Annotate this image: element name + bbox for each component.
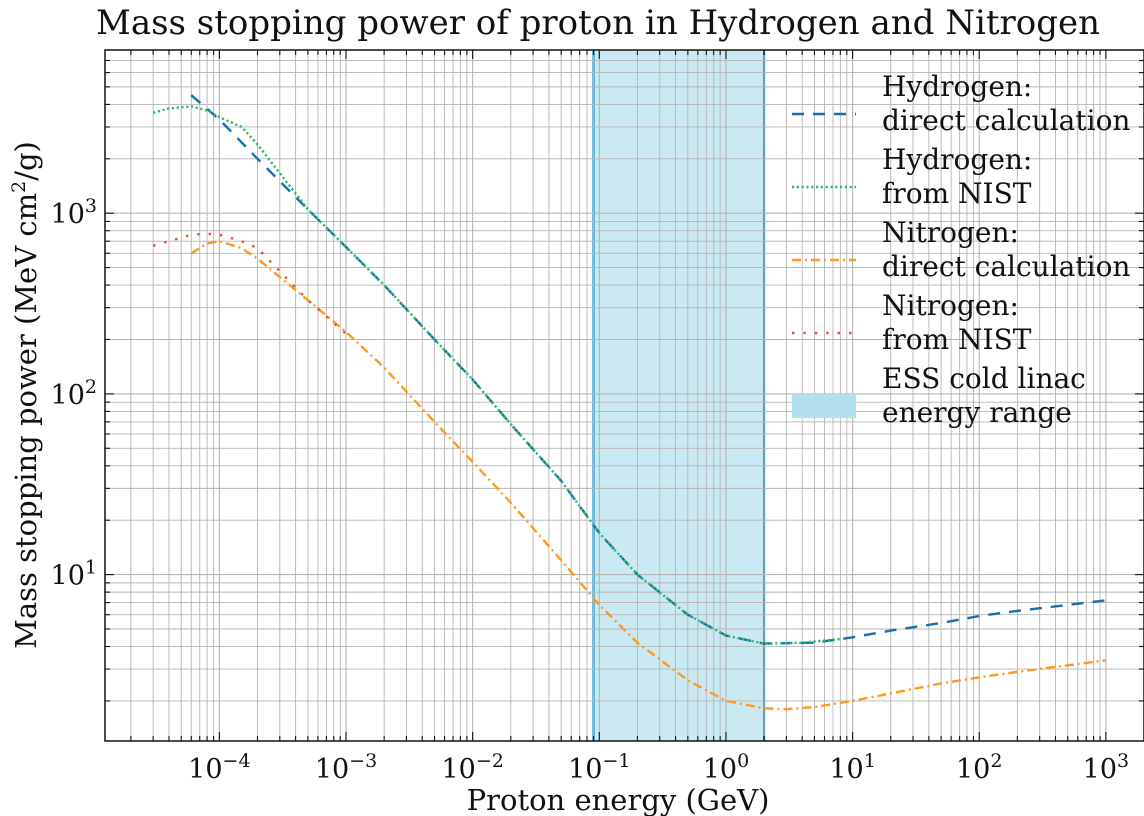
x-tick-exponent: −3 bbox=[349, 750, 377, 772]
y-tick-label: 103 bbox=[51, 195, 97, 230]
legend-label-line: ESS cold linac bbox=[882, 362, 1086, 395]
x-tick-exponent: 3 bbox=[1117, 750, 1129, 772]
legend-label-line: Hydrogen: bbox=[882, 70, 1032, 103]
y-tick-label: 101 bbox=[51, 557, 97, 592]
x-tick-exponent: −2 bbox=[476, 750, 504, 772]
x-tick-label: 103 bbox=[1083, 750, 1129, 785]
y-axis-label: Mass stopping power (MeV cm2/g) bbox=[8, 141, 43, 649]
x-tick-label: 102 bbox=[956, 750, 1002, 785]
x-tick-exponent: 0 bbox=[737, 750, 749, 772]
legend-label-line: from NIST bbox=[882, 177, 1032, 210]
y-tick-base: 10 bbox=[51, 561, 85, 592]
x-tick-base: 10 bbox=[1083, 754, 1117, 785]
x-tick-label: 10−1 bbox=[568, 750, 630, 785]
legend-entry-1: Hydrogen:direct calculation bbox=[792, 70, 1130, 137]
legend-label-line: direct calculation bbox=[882, 250, 1130, 283]
x-tick-base: 10 bbox=[188, 754, 222, 785]
x-tick-base: 10 bbox=[568, 754, 602, 785]
x-tick-base: 10 bbox=[703, 754, 737, 785]
y-tick-base: 10 bbox=[51, 199, 85, 230]
x-tick-exponent: −1 bbox=[602, 750, 630, 772]
legend-swatch-shaded-range bbox=[792, 394, 856, 418]
y-axis-label-main: Mass stopping power (MeV cm bbox=[9, 193, 43, 649]
legend-label-line: direct calculation bbox=[882, 104, 1130, 137]
series-line-nitrogen-direct-calculation bbox=[190, 239, 1107, 711]
x-tick-exponent: 1 bbox=[864, 750, 876, 772]
x-tick-label: 10−4 bbox=[188, 750, 250, 785]
x-tick-base: 10 bbox=[441, 754, 475, 785]
x-tick-base: 10 bbox=[829, 754, 863, 785]
legend-label-line: Nitrogen: bbox=[882, 289, 1019, 322]
x-tick-exponent: 2 bbox=[990, 750, 1002, 772]
chart-title: Mass stopping power of proton in Hydroge… bbox=[96, 3, 1100, 43]
y-tick-exponent: 2 bbox=[85, 376, 97, 398]
x-tick-label: 100 bbox=[703, 750, 749, 785]
legend-label-line: Nitrogen: bbox=[882, 216, 1019, 249]
plot-frame bbox=[104, 49, 1144, 742]
x-tick-exponent: −4 bbox=[223, 750, 251, 772]
legend-label-line: Hydrogen: bbox=[882, 143, 1032, 176]
x-tick-base: 10 bbox=[956, 754, 990, 785]
plot-area bbox=[104, 49, 1144, 742]
series-line-hydrogen-from-nist bbox=[152, 105, 841, 645]
legend-entry-2: Hydrogen:from NIST bbox=[792, 143, 1032, 210]
x-axis-label: Proton energy (GeV) bbox=[467, 783, 770, 816]
x-tick-label: 101 bbox=[829, 750, 875, 785]
x-tick-label: 10−3 bbox=[315, 750, 377, 785]
legend-label-line: from NIST bbox=[882, 323, 1032, 356]
y-tick-exponent: 1 bbox=[85, 557, 97, 579]
y-tick-base: 10 bbox=[51, 380, 85, 411]
y-tick-exponent: 3 bbox=[85, 195, 97, 217]
x-tick-label: 10−2 bbox=[441, 750, 503, 785]
series-line-nitrogen-from-nist bbox=[152, 232, 347, 335]
legend: Hydrogen:direct calculationHydrogen:from… bbox=[792, 70, 1130, 429]
legend-entry-3: Nitrogen:direct calculation bbox=[792, 216, 1130, 283]
legend-label-line: energy range bbox=[882, 396, 1072, 429]
y-tick-label: 102 bbox=[51, 376, 97, 411]
x-tick-base: 10 bbox=[315, 754, 349, 785]
y-axis-label-sup: 2 bbox=[8, 181, 30, 193]
y-axis-label-tail: /g) bbox=[9, 141, 43, 181]
legend-entry-4: Nitrogen:from NIST bbox=[792, 289, 1032, 356]
